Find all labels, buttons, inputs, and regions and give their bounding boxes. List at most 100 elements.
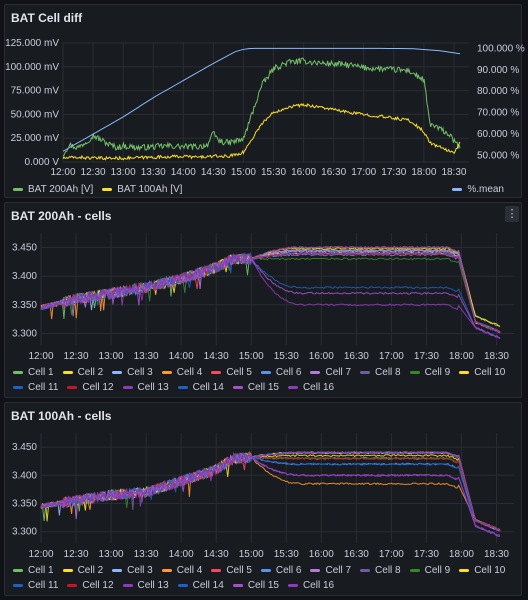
legend-item[interactable]: Cell 10	[459, 365, 505, 380]
legend-swatch	[211, 371, 222, 374]
legend-item[interactable]: Cell 12	[67, 380, 114, 395]
x-tick-label: 14:30	[201, 167, 226, 178]
legend-label: Cell 5	[226, 367, 252, 378]
x-tick-label: 13:30	[134, 351, 159, 362]
panel-menu-icon[interactable]: ⋮	[505, 206, 519, 222]
series-line	[62, 102, 461, 161]
legend-swatch	[122, 584, 133, 587]
legend-item[interactable]: Cell 3	[112, 563, 153, 578]
x-tick-label: 17:30	[414, 549, 439, 560]
legend-label: Cell 4	[176, 367, 203, 378]
legend-swatch	[409, 569, 420, 572]
legend-item[interactable]: Cell 12	[67, 578, 114, 593]
y-left-tick-label: 25.000 mV	[11, 133, 60, 144]
x-tick-label: 14:00	[169, 549, 194, 560]
legend-swatch	[13, 386, 23, 389]
legend-swatch	[360, 569, 371, 572]
legend-item[interactable]: Cell 9	[409, 365, 450, 380]
legend-item[interactable]: Cell 7	[310, 365, 351, 380]
legend-item[interactable]: Cell 2	[62, 563, 103, 578]
series-line	[62, 57, 461, 157]
legend-swatch	[67, 584, 78, 587]
x-tick-label: 15:30	[261, 167, 286, 178]
legend-item[interactable]: Cell 2	[62, 365, 103, 380]
legend-label: Cell 7	[325, 565, 352, 576]
x-tick-label: 17:00	[379, 549, 404, 560]
x-tick-label: 16:30	[344, 351, 369, 362]
legend-item[interactable]: Cell 10	[459, 563, 505, 578]
legend-item[interactable]: Cell 5	[211, 365, 252, 380]
legend-item[interactable]: Cell 8	[360, 563, 401, 578]
legend-label: Cell 12	[82, 580, 114, 591]
legend-item[interactable]: Cell 16	[287, 380, 334, 395]
legend-item[interactable]: Cell 14	[177, 380, 224, 395]
y-tick-label: 3.350	[12, 499, 37, 510]
legend-item[interactable]: Cell 16	[287, 578, 334, 593]
legend-label: Cell 14	[192, 382, 224, 393]
series-line	[40, 253, 501, 339]
x-tick-label: 16:30	[321, 167, 346, 178]
legend-item[interactable]: Cell 8	[360, 365, 401, 380]
series-line	[40, 451, 501, 531]
x-tick-label: 15:00	[239, 549, 264, 560]
legend-item[interactable]: Cell 7	[310, 563, 351, 578]
legend-item[interactable]: Cell 6	[260, 563, 301, 578]
legend-item[interactable]: Cell 13	[122, 578, 169, 593]
legend-item[interactable]: Cell 14	[177, 578, 224, 593]
x-tick-label: 18:00	[411, 167, 436, 178]
legend-label: BAT 100Ah [V]	[117, 184, 183, 195]
x-tick-label: 12:00	[28, 549, 53, 560]
legend-item[interactable]: Cell 9	[409, 563, 450, 578]
legend-label: Cell 15	[247, 382, 279, 393]
series-line	[40, 453, 501, 536]
legend-item[interactable]: Cell 1	[13, 365, 54, 380]
legend-label: Cell 13	[137, 382, 169, 393]
x-tick-label: 13:30	[141, 167, 166, 178]
legend-item[interactable]: Cell 6	[260, 365, 302, 380]
legend-swatch	[102, 188, 113, 191]
legend-item[interactable]: %.mean	[452, 182, 504, 197]
series-line	[40, 452, 501, 537]
series-line	[62, 47, 461, 152]
legend-item[interactable]: Cell 13	[122, 380, 169, 395]
legend-swatch	[161, 569, 172, 572]
legend-label: Cell 6	[275, 367, 302, 378]
legend-item[interactable]: Cell 5	[211, 563, 252, 578]
legend-label: Cell 10	[474, 565, 506, 576]
legend-label: Cell 8	[375, 565, 401, 576]
legend: Cell 1 Cell 2 Cell 3 Cell 4 Cell 5 Cell 6 Cell…	[13, 563, 517, 593]
legend-item[interactable]: BAT 100Ah [V]	[102, 182, 182, 197]
legend-label: %.mean	[467, 184, 504, 195]
legend-item[interactable]: Cell 15	[232, 578, 279, 593]
y-left-tick-label: 0.000 V	[25, 157, 60, 168]
legend-label: Cell 15	[247, 580, 279, 591]
y-tick-label: 3.300	[12, 527, 37, 538]
legend-label: Cell 4	[176, 565, 203, 576]
legend-item[interactable]: Cell 4	[161, 365, 203, 380]
legend-item[interactable]: Cell 4	[161, 563, 203, 578]
legend-label: Cell 3	[127, 367, 153, 378]
legend-label: Cell 10	[474, 367, 506, 378]
legend-label: Cell 8	[375, 367, 401, 378]
legend-item[interactable]: Cell 11	[13, 380, 58, 395]
legend-item[interactable]: Cell 11	[13, 578, 58, 593]
series-line	[40, 251, 501, 334]
legend-swatch	[310, 371, 321, 374]
legend-swatch	[287, 386, 298, 389]
legend-item[interactable]: Cell 15	[232, 380, 279, 395]
legend-item[interactable]: Cell 1	[13, 563, 54, 578]
legend-item[interactable]: BAT 200Ah [V]	[13, 182, 93, 197]
legend-label: Cell 3	[127, 565, 153, 576]
legend: Cell 1 Cell 2 Cell 3 Cell 4 Cell 5 Cell 6 Cell…	[13, 365, 517, 395]
legend-swatch	[13, 371, 23, 374]
legend-swatch	[67, 386, 78, 389]
legend-swatch	[211, 569, 222, 572]
legend-label: Cell 13	[137, 580, 169, 591]
y-right-tick-label: 70.000 %	[477, 108, 519, 119]
x-tick-label: 14:30	[204, 549, 229, 560]
x-tick-label: 17:30	[381, 167, 406, 178]
x-tick-label: 15:30	[274, 549, 299, 560]
legend-item[interactable]: Cell 3	[112, 365, 153, 380]
legend-swatch	[360, 371, 371, 374]
legend-label: Cell 5	[226, 565, 252, 576]
